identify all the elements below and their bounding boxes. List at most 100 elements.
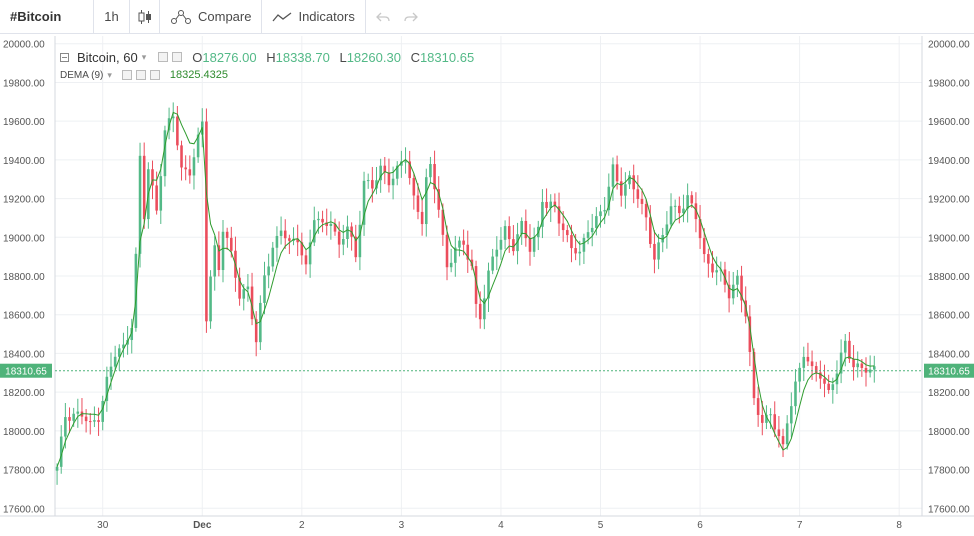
candle-body bbox=[433, 164, 436, 190]
candle-body bbox=[831, 384, 835, 391]
price-chart[interactable]: 20000.00 20000.00 19800.00 19800.00 19600.00… bbox=[0, 34, 974, 536]
candle-body bbox=[333, 223, 337, 232]
candle-body bbox=[312, 220, 316, 243]
candle-body bbox=[151, 169, 154, 186]
candle-body bbox=[507, 226, 511, 240]
candle-body bbox=[590, 227, 594, 233]
candle-body bbox=[242, 289, 246, 299]
low-label: L bbox=[339, 49, 347, 65]
redo-icon[interactable] bbox=[404, 11, 418, 23]
x-tick-label: 5 bbox=[598, 520, 604, 531]
candle-body bbox=[761, 414, 764, 423]
candle-body bbox=[619, 181, 623, 196]
legend-title: Bitcoin, 60 bbox=[77, 49, 138, 65]
chevron-down-icon[interactable]: ▾ bbox=[107, 69, 112, 80]
y-tick-label-right: 19200.00 bbox=[928, 195, 970, 206]
candle-body bbox=[773, 414, 777, 430]
candle-body bbox=[122, 344, 125, 349]
y-tick-label-left: 19800.00 bbox=[3, 78, 45, 89]
candle-body bbox=[296, 238, 299, 243]
eye-icon[interactable] bbox=[158, 52, 169, 62]
candle-body bbox=[595, 216, 598, 228]
symbol-search[interactable]: #Bitcoin bbox=[0, 0, 94, 33]
candle-body bbox=[690, 195, 694, 204]
close-label: C bbox=[410, 49, 420, 65]
candle-body bbox=[748, 316, 752, 352]
chart-type-button[interactable] bbox=[130, 0, 160, 33]
candle-body bbox=[512, 239, 515, 252]
candle-body bbox=[155, 185, 158, 211]
candle-body bbox=[408, 161, 411, 179]
compare-button[interactable]: Compare bbox=[160, 0, 263, 33]
candle-body bbox=[325, 222, 329, 226]
candle-body bbox=[578, 251, 582, 254]
candle-body bbox=[246, 286, 250, 290]
candle-body bbox=[68, 417, 71, 421]
candle-body bbox=[483, 298, 486, 320]
settings-icon[interactable] bbox=[135, 70, 146, 80]
candle-body bbox=[665, 224, 669, 236]
candle-body bbox=[271, 247, 275, 267]
candle-body bbox=[72, 413, 75, 421]
close-value: 18310.65 bbox=[419, 49, 475, 65]
candle-body bbox=[395, 165, 399, 179]
candle-body bbox=[715, 270, 718, 273]
collapse-legend-icon[interactable] bbox=[60, 52, 69, 62]
candle-body bbox=[213, 245, 216, 277]
candle-body bbox=[317, 218, 320, 221]
candle-body bbox=[109, 366, 113, 377]
candle-body bbox=[785, 423, 789, 445]
candle-body bbox=[566, 230, 569, 236]
dema-line bbox=[56, 111, 875, 467]
y-tick-label-right: 20000.00 bbox=[928, 40, 970, 51]
candle-body bbox=[478, 303, 482, 320]
last-price-tag-left bbox=[0, 363, 52, 378]
candle-body bbox=[113, 356, 117, 367]
interval-button[interactable]: 1h bbox=[94, 0, 130, 33]
last-price-label-right: 18310.65 bbox=[928, 367, 970, 378]
x-tick-label: 7 bbox=[797, 520, 803, 531]
chevron-down-icon[interactable]: ▾ bbox=[141, 51, 147, 62]
candle-body bbox=[798, 367, 801, 382]
y-tick-label-right: 19400.00 bbox=[928, 156, 970, 167]
settings-icon[interactable] bbox=[172, 52, 183, 62]
candle-body bbox=[163, 130, 167, 177]
candle-body bbox=[607, 186, 611, 211]
y-tick-label-right: 19000.00 bbox=[928, 233, 970, 244]
candle-body bbox=[445, 234, 449, 268]
candle-body bbox=[288, 238, 291, 241]
candle-body bbox=[657, 242, 660, 260]
candle-body bbox=[694, 203, 698, 220]
candle-body bbox=[412, 178, 416, 196]
last-price-tag-right bbox=[924, 363, 974, 378]
undo-icon[interactable] bbox=[375, 11, 390, 23]
candle-body bbox=[686, 195, 689, 209]
indicators-icon bbox=[272, 11, 292, 21]
y-tick-label-left: 19400.00 bbox=[3, 156, 45, 167]
x-tick-label: 30 bbox=[97, 520, 109, 531]
candle-body bbox=[541, 201, 544, 227]
candle-body bbox=[736, 275, 739, 285]
candle-body bbox=[545, 201, 548, 208]
candle-body bbox=[184, 167, 187, 170]
candle-body bbox=[673, 205, 677, 207]
indicators-label: Indicators bbox=[298, 9, 355, 24]
candle-body bbox=[458, 240, 461, 248]
eye-icon[interactable] bbox=[121, 70, 132, 80]
y-tick-label-left: 20000.00 bbox=[3, 40, 45, 51]
candle-body bbox=[279, 230, 283, 236]
candle-body bbox=[230, 237, 233, 251]
candle-body bbox=[437, 189, 441, 210]
x-tick-label: 8 bbox=[896, 520, 902, 531]
candle-body bbox=[342, 238, 345, 245]
candle-body bbox=[653, 243, 656, 260]
candle-body bbox=[205, 121, 208, 322]
candle-body bbox=[740, 275, 743, 301]
candle-body bbox=[449, 262, 453, 268]
close-icon[interactable] bbox=[149, 70, 160, 80]
candle-body bbox=[101, 400, 104, 422]
indicators-button[interactable]: Indicators bbox=[262, 0, 366, 33]
candle-body bbox=[843, 340, 847, 353]
candle-body bbox=[624, 184, 627, 196]
candle-body bbox=[454, 247, 457, 263]
